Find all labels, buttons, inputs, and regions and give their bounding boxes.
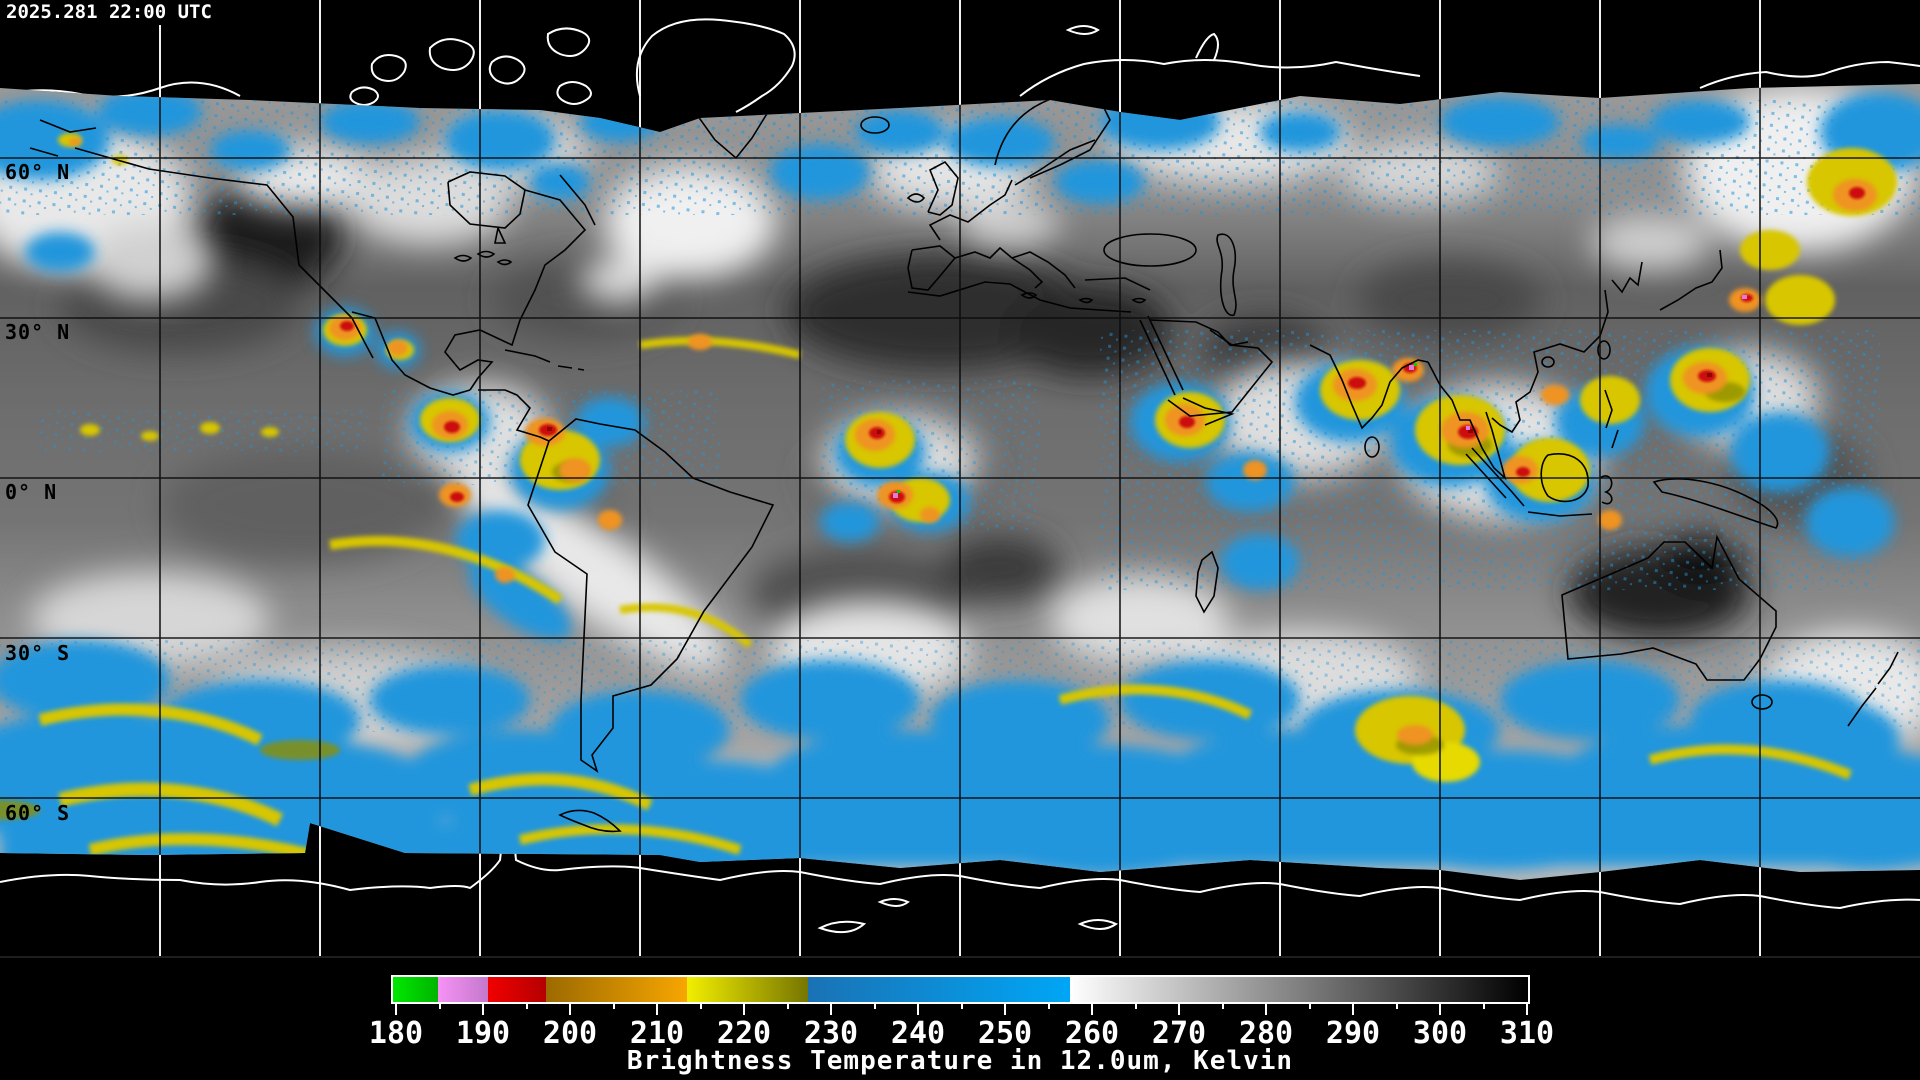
- colorbar-minor-tick: [1047, 1002, 1050, 1009]
- colorbar-tick-label: 250: [977, 1016, 1033, 1051]
- arctic-coastlines: [0, 18, 1920, 113]
- colorbar-minor-tick: [1134, 1002, 1137, 1009]
- colorbar-minor-tick: [438, 1002, 441, 1009]
- colorbar-tick-label: 210: [629, 1016, 685, 1051]
- lat-label-30s: 30° S: [5, 641, 71, 665]
- colorbar-minor-tick: [1308, 1002, 1311, 1009]
- colorbar-minor-tick: [525, 1002, 528, 1009]
- colorbar-tick-label: 300: [1412, 1016, 1468, 1051]
- colorbar-minor-tick: [1221, 1002, 1224, 1009]
- colorbar-legend: 180 190 200 210 220 230 240 250 260 270 280 290 300 3…: [0, 958, 1920, 1080]
- colorbar-tick-label: 190: [455, 1016, 511, 1051]
- colorbar-tick-label: 200: [542, 1016, 598, 1051]
- colorbar-tick-label: 230: [803, 1016, 859, 1051]
- satellite-map: 60° N 30° N 0° N 30° S 60° S 2025.281 22…: [0, 0, 1920, 958]
- colorbar-minor-tick: [873, 1002, 876, 1009]
- colorbar-tick-label: 220: [716, 1016, 772, 1051]
- colorbar-major-tick: [1526, 1002, 1528, 1015]
- colorbar: [391, 975, 1530, 1004]
- graticule-data: [0, 84, 1920, 880]
- colorbar-major-tick: [830, 1002, 832, 1015]
- red-core-layer: [340, 187, 1865, 503]
- colorbar-tick-labels: 180 190 200 210 220 230 240 250 260 270 280 290 300 3…: [0, 1016, 1920, 1052]
- colorbar-minor-tick: [960, 1002, 963, 1009]
- lat-label-60n: 60° N: [5, 160, 71, 184]
- data-band: [0, 84, 1920, 880]
- colorbar-gradient: [393, 977, 1528, 1002]
- colorbar-major-tick: [395, 1002, 397, 1015]
- colorbar-major-tick: [1352, 1002, 1354, 1015]
- colorbar-tick-label: 260: [1064, 1016, 1120, 1051]
- colorbar-minor-tick: [612, 1002, 615, 1009]
- lat-label-30n: 30° N: [5, 320, 71, 344]
- map-graphic: [0, 0, 1920, 958]
- colorbar-caption: Brightness Temperature in 12.0um, Kelvin: [626, 1046, 1294, 1076]
- lat-label-0n: 0° N: [5, 480, 58, 504]
- colorbar-minor-tick: [786, 1002, 789, 1009]
- colorbar-tick-label: 270: [1151, 1016, 1207, 1051]
- colorbar-major-tick: [1439, 1002, 1441, 1015]
- colorbar-minor-tick: [1482, 1002, 1485, 1009]
- colorbar-major-tick: [569, 1002, 571, 1015]
- lat-label-60s: 60° S: [5, 801, 71, 825]
- colorbar-major-tick: [1004, 1002, 1006, 1015]
- colorbar-tick-label: 240: [890, 1016, 946, 1051]
- colorbar-tick-label: 290: [1325, 1016, 1381, 1051]
- colorbar-major-tick: [482, 1002, 484, 1015]
- antarctic-coastlines: [0, 703, 1920, 934]
- colorbar-major-tick: [1178, 1002, 1180, 1015]
- colorbar-tick-label: 280: [1238, 1016, 1294, 1051]
- colorbar-tick-label: 180: [368, 1016, 424, 1051]
- colorbar-major-tick: [1265, 1002, 1267, 1015]
- colorbar-minor-tick: [1395, 1002, 1398, 1009]
- colorbar-major-tick: [743, 1002, 745, 1015]
- colorbar-tick-label: 310: [1499, 1016, 1555, 1051]
- colorbar-major-tick: [1091, 1002, 1093, 1015]
- colorbar-minor-tick: [699, 1002, 702, 1009]
- timestamp: 2025.281 22:00 UTC: [4, 0, 218, 25]
- colorbar-major-tick: [917, 1002, 919, 1015]
- colorbar-ticks: [0, 1002, 1920, 1022]
- colorbar-major-tick: [656, 1002, 658, 1015]
- coastlines: [29, 91, 1899, 833]
